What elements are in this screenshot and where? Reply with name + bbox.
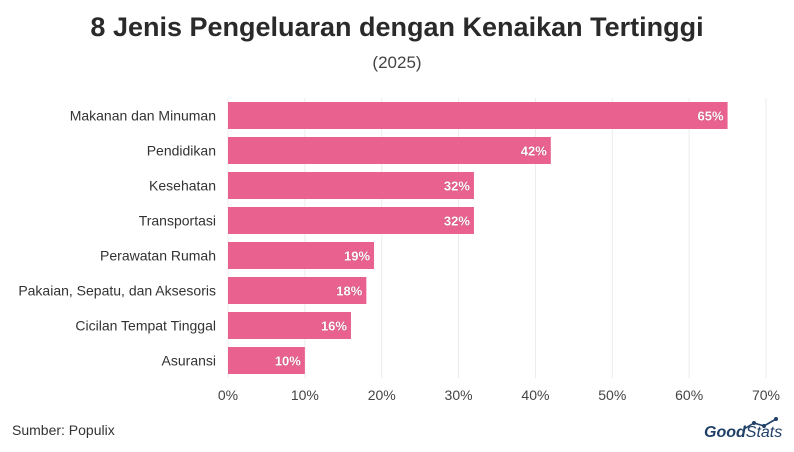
brand-name: GoodStats (704, 424, 782, 442)
bar (228, 172, 474, 199)
data-label: 32% (444, 214, 470, 229)
trend-line-icon (743, 417, 778, 430)
data-label: 32% (444, 179, 470, 194)
data-label: 42% (521, 144, 547, 159)
x-axis-tick-labels: 0% 10% 20% 30% 40% 50% 60% 70% (218, 387, 780, 403)
goodstats-logo: GoodStats (704, 417, 788, 445)
bar (228, 102, 728, 129)
data-label: 65% (698, 109, 724, 124)
bar (228, 347, 305, 374)
category-label: Makanan dan Minuman (70, 108, 216, 124)
bars (228, 102, 728, 374)
chart-subtitle: (2025) (372, 53, 422, 72)
category-label: Perawatan Rumah (100, 248, 216, 264)
bar (228, 312, 351, 339)
x-tick-label: 10% (291, 387, 319, 403)
category-label: Kesehatan (149, 178, 216, 194)
x-tick-label: 0% (218, 387, 238, 403)
bar-chart: Makanan dan Minuman Pendidikan Kesehatan Tr… (18, 98, 780, 403)
x-tick-label: 50% (598, 387, 626, 403)
category-label: Asuransi (162, 353, 216, 369)
category-label: Pakaian, Sepatu, dan Aksesoris (18, 283, 216, 299)
category-label: Cicilan Tempat Tinggal (75, 318, 216, 334)
x-tick-label: 30% (445, 387, 473, 403)
x-tick-label: 20% (368, 387, 396, 403)
bar (228, 137, 551, 164)
x-tick-label: 60% (675, 387, 703, 403)
data-label: 18% (336, 284, 362, 299)
data-labels: 65% 42% 32% 32% 19% 18% 16% 10% (275, 108, 725, 369)
chart-title: 8 Jenis Pengeluaran dengan Kenaikan Tert… (90, 12, 704, 42)
category-labels: Makanan dan Minuman Pendidikan Kesehatan Tr… (18, 108, 216, 369)
category-label: Pendidikan (147, 143, 216, 159)
source-note: Sumber: Populix (12, 422, 115, 438)
x-tick-label: 40% (521, 387, 549, 403)
bar (228, 242, 375, 269)
brand-name-bold: Good (704, 424, 746, 441)
bar (228, 277, 367, 304)
category-label: Transportasi (139, 213, 216, 229)
brand-name-light: Stats (745, 424, 783, 441)
bar (228, 207, 474, 234)
x-tick-label: 70% (752, 387, 780, 403)
data-label: 10% (275, 354, 301, 369)
data-label: 16% (321, 319, 347, 334)
data-label: 19% (344, 249, 370, 264)
